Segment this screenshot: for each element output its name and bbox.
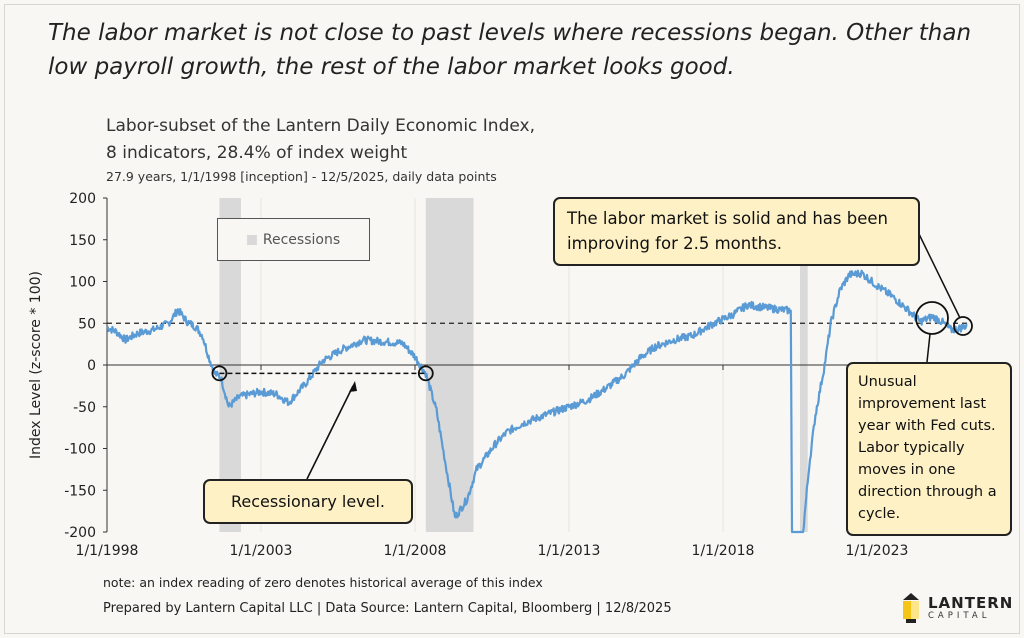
series-line-labor-index <box>106 269 968 534</box>
chart-title-line2: 8 indicators, 28.4% of index weight <box>106 143 408 163</box>
highlight-circle <box>211 365 228 382</box>
headline: The labor market is not close to past le… <box>48 20 972 80</box>
annotation-unusual-improvement: Unusual improvement last year with Fed c… <box>846 362 1012 536</box>
logo-name: LANTERN <box>928 593 1014 612</box>
y-tick-label: -100 <box>64 442 96 458</box>
x-tick-label: 1/1/2003 <box>230 543 293 559</box>
x-tick-label: 1/1/1998 <box>76 543 139 559</box>
annotation-labor-solid: The labor market is solid and has been i… <box>553 197 920 266</box>
page-frame <box>4 4 1020 634</box>
chart-title: Labor-subset of the Lantern Daily Econom… <box>106 113 535 167</box>
legend: Recessions <box>217 218 370 261</box>
source-footer: Prepared by Lantern Capital LLC | Data S… <box>103 601 672 616</box>
y-tick-label: 150 <box>69 233 96 249</box>
x-tick-label: 1/1/2013 <box>538 543 601 559</box>
y-tick-label: -50 <box>73 400 96 416</box>
chart-subtitle: 27.9 years, 1/1/1998 [inception] - 12/5/… <box>106 169 497 184</box>
connector-line <box>926 333 931 363</box>
highlight-circle-latest <box>953 316 973 336</box>
y-tick-label: 50 <box>78 316 96 332</box>
y-tick-label: 200 <box>69 191 96 207</box>
logo-sub: CAPITAL <box>928 610 991 621</box>
x-tick-label: 1/1/2008 <box>384 543 447 559</box>
x-tick-label: 1/1/2023 <box>846 543 909 559</box>
arrow-head <box>349 381 357 392</box>
chart-title-line1: Labor-subset of the Lantern Daily Econom… <box>106 116 535 136</box>
lantern-icon <box>903 593 919 623</box>
y-axis-label: Index Level (z-score * 100) <box>28 271 44 459</box>
arrow-line <box>306 385 354 480</box>
lantern-logo: LANTERN CAPITAL <box>900 591 1013 625</box>
legend-swatch-recessions <box>246 234 257 245</box>
x-tick-label: 1/1/2018 <box>692 543 755 559</box>
legend-label: Recessions <box>262 231 341 248</box>
annotation-recessionary-level: Recessionary level. <box>203 479 413 524</box>
connector-line <box>918 233 961 319</box>
y-tick-label: -150 <box>64 483 96 499</box>
y-tick-label: 100 <box>69 275 96 291</box>
footnote: note: an index reading of zero denotes h… <box>103 575 543 590</box>
y-tick-label: 0 <box>87 358 96 374</box>
highlight-circle <box>417 365 434 382</box>
highlight-circle-2024 <box>915 301 949 335</box>
y-tick-label: -200 <box>64 525 96 541</box>
